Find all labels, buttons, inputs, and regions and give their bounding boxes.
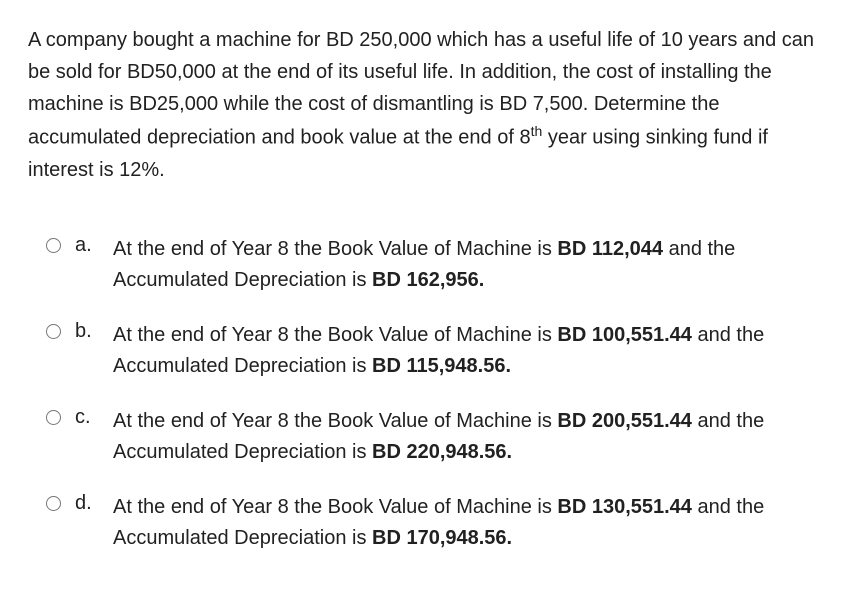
option-letter: a. [75,234,113,257]
option-prefix: At the end of Year 8 the Book Value of M… [113,324,557,346]
option-letter: b. [75,320,113,343]
option-b-radio[interactable] [46,324,61,339]
radio-wrapper [46,234,61,258]
option-book-value: BD 200,551.44 [557,410,692,432]
option-book-value: BD 100,551.44 [557,324,692,346]
option-a: a. At the end of Year 8 the Book Value o… [46,234,828,296]
option-prefix: At the end of Year 8 the Book Value of M… [113,410,557,432]
option-acc-dep: BD 162,956. [372,269,484,291]
question-stem: A company bought a machine for BD 250,00… [28,24,828,186]
option-d: d. At the end of Year 8 the Book Value o… [46,492,828,554]
option-letter: d. [75,492,113,515]
option-text: At the end of Year 8 the Book Value of M… [113,320,828,382]
radio-wrapper [46,320,61,344]
option-text: At the end of Year 8 the Book Value of M… [113,492,828,554]
option-c: c. At the end of Year 8 the Book Value o… [46,406,828,468]
option-a-radio[interactable] [46,238,61,253]
options-list: a. At the end of Year 8 the Book Value o… [28,234,828,554]
option-prefix: At the end of Year 8 the Book Value of M… [113,496,557,518]
option-text: At the end of Year 8 the Book Value of M… [113,406,828,468]
option-letter: c. [75,406,113,429]
option-b: b. At the end of Year 8 the Book Value o… [46,320,828,382]
option-c-radio[interactable] [46,410,61,425]
question-superscript: th [531,123,543,139]
radio-wrapper [46,406,61,430]
option-d-radio[interactable] [46,496,61,511]
option-book-value: BD 130,551.44 [557,496,692,518]
option-book-value: BD 112,044 [557,238,663,260]
option-prefix: At the end of Year 8 the Book Value of M… [113,238,557,260]
radio-wrapper [46,492,61,516]
option-acc-dep: BD 115,948.56. [372,355,511,377]
option-acc-dep: BD 220,948.56. [372,441,512,463]
option-text: At the end of Year 8 the Book Value of M… [113,234,828,296]
option-acc-dep: BD 170,948.56. [372,527,512,549]
